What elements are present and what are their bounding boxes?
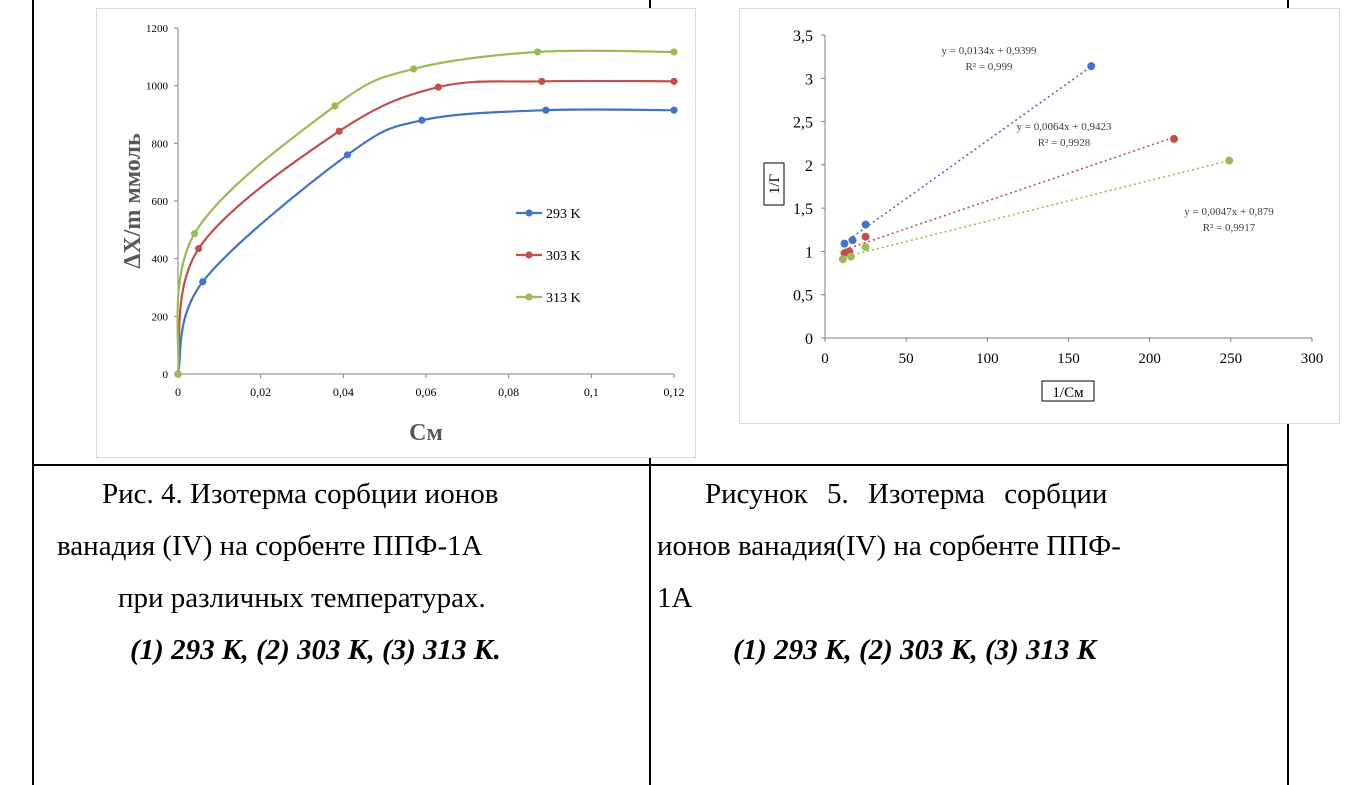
legend-label: 313 K (546, 291, 581, 306)
x-tick-label: 0,1 (584, 385, 599, 399)
y-tick-label: 400 (152, 254, 169, 266)
data-point (542, 106, 550, 114)
trendline-equation: y = 0,0047x + 0,879 (1184, 206, 1274, 218)
caption-left-line-2: ванадия (IV) на сорбенте ППФ-1А (57, 530, 483, 562)
data-point (331, 102, 339, 110)
trendline (844, 65, 1092, 244)
legend-label: 293 K (546, 207, 581, 222)
data-point (195, 244, 203, 253)
x-tick-label: 0,12 (664, 385, 685, 399)
y-tick-label: 2 (805, 158, 813, 175)
y-tick-label: 0 (163, 369, 169, 381)
legend-marker (525, 293, 533, 301)
chart-isotherm-border (96, 8, 696, 458)
data-point (538, 77, 546, 85)
x-tick-label: 0 (175, 385, 181, 399)
y-tick-label: 1 (805, 244, 813, 261)
series-line-303k (176, 79, 675, 375)
legend-label: 303 K (546, 249, 581, 264)
series-line-293k (176, 108, 675, 375)
chart-isotherm-cell: 0 200 400 600 800 1000 1200 0 0,02 0,04 0,06 0,08 0,… (96, 8, 696, 458)
chart-linear: 0 0,5 1 1,5 2 2,5 3 3,5 0 50 100 150 200 250 300 1/См 1/… (739, 8, 1340, 424)
data-point (670, 48, 678, 56)
data-point (434, 83, 442, 91)
y-axis-title: ΔX/m ммоль (120, 133, 146, 269)
data-point (1170, 134, 1179, 143)
y-tick-label: 1,5 (793, 201, 813, 218)
chart-linear-cell: 0 0,5 1 1,5 2 2,5 3 3,5 0 50 100 150 200 250 300 1/См 1/… (739, 8, 1340, 424)
x-tick-label: 0,04 (333, 385, 354, 399)
trendline-r2: R² = 0,999 (965, 61, 1013, 73)
y-tick-label: 0 (805, 331, 813, 348)
data-point (199, 278, 207, 286)
data-point (846, 252, 855, 261)
x-tick-label: 200 (1138, 351, 1161, 367)
legend-marker (525, 209, 533, 217)
y-tick-label: 2,5 (793, 115, 813, 132)
data-point (174, 370, 182, 378)
y-tick-label: 3,5 (793, 28, 813, 45)
y-tick-label: 0,5 (793, 288, 813, 305)
caption-right-line-2: ионов ванадия(IV) на сорбенте ППФ- (657, 530, 1121, 562)
caption-right: Рисунок 5. Изотерма сорбции ионов ванади… (657, 468, 1282, 676)
caption-left-line-4: (1) 293 К, (2) 303 К, (3) 313 К. (130, 634, 501, 666)
y-axis-title-box (763, 162, 785, 206)
data-point (861, 232, 870, 241)
data-point (1225, 156, 1234, 165)
x-axis-title: 1/См (1052, 385, 1084, 401)
y-axis-title: 1/Г (767, 174, 783, 195)
trendline (842, 159, 1230, 259)
data-point (410, 65, 418, 73)
x-tick-label: 250 (1220, 351, 1243, 367)
data-point (848, 236, 857, 245)
legend-marker (525, 251, 533, 259)
x-tick-label: 0,08 (498, 385, 519, 399)
trendline (844, 136, 1175, 251)
y-tick-label: 1000 (146, 81, 169, 93)
data-point (343, 151, 352, 159)
x-tick-label: 0,02 (250, 385, 271, 399)
caption-left: Рис. 4. Изотерма сорбции ионов ванадия (… (40, 468, 645, 676)
chart-isotherm: 0 200 400 600 800 1000 1200 0 0,02 0,04 0,06 0,08 0,… (96, 8, 696, 458)
data-point (670, 106, 678, 114)
y-tick-label: 200 (152, 311, 169, 323)
trendline-r2: R² = 0,9928 (1038, 137, 1091, 149)
data-point (861, 220, 870, 229)
caption-left-line-1: Рис. 4. Изотерма сорбции ионов (102, 478, 499, 510)
data-point (418, 116, 426, 124)
caption-left-line-3: при различных температурах. (118, 582, 486, 614)
y-tick-label: 600 (152, 196, 169, 208)
x-axis-title-box (1041, 380, 1095, 402)
x-tick-label: 150 (1057, 351, 1080, 367)
trendline-equation: y = 0,0064x + 0,9423 (1017, 121, 1112, 133)
data-point (190, 229, 199, 238)
y-tick-label: 1200 (146, 23, 169, 35)
trendline-r2: R² = 0,9917 (1203, 222, 1256, 234)
data-point (840, 239, 849, 248)
x-axis-title: См (409, 420, 443, 446)
x-tick-label: 300 (1301, 351, 1324, 367)
caption-right-line-4: (1) 293 К, (2) 303 К, (3) 313 К (733, 634, 1097, 666)
x-tick-label: 0 (821, 351, 829, 367)
x-tick-label: 50 (899, 351, 914, 367)
data-point (1087, 62, 1096, 71)
data-point (861, 243, 870, 252)
caption-right-line-1: Рисунок 5. Изотерма сорбции (705, 478, 1108, 510)
x-tick-label: 0,06 (416, 385, 437, 399)
x-tick-label: 100 (976, 351, 999, 367)
data-point (335, 127, 343, 135)
caption-right-line-3: 1А (657, 582, 693, 614)
data-point (838, 255, 847, 264)
trendline-equation: y = 0,0134x + 0,9399 (942, 45, 1037, 57)
y-tick-label: 800 (152, 138, 169, 150)
y-tick-label: 3 (805, 71, 813, 88)
data-point (534, 48, 542, 56)
data-point (670, 77, 678, 85)
row-divider (32, 464, 1289, 466)
series-line-313k (176, 49, 675, 375)
chart-linear-border (739, 8, 1340, 424)
